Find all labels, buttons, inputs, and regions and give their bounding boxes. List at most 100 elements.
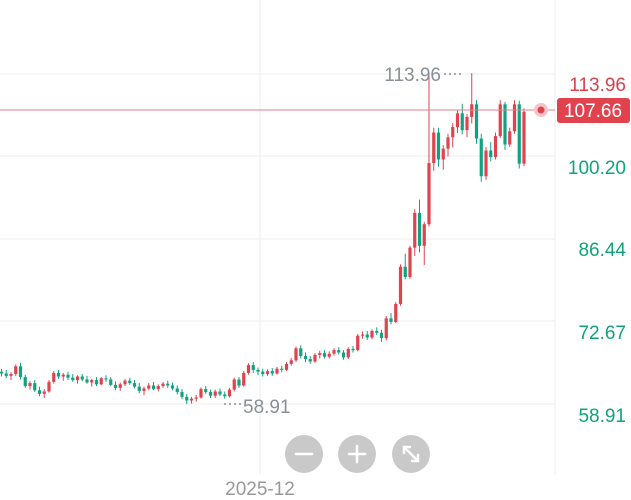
- candle: [356, 333, 360, 352]
- candle: [398, 264, 403, 306]
- y-tick-label: 72.67: [578, 323, 626, 344]
- candle: [204, 386, 208, 394]
- candle: [185, 393, 189, 404]
- candle: [455, 109, 460, 134]
- candle: [403, 253, 407, 280]
- y-tick-label: 86.44: [578, 240, 626, 261]
- candle: [265, 369, 270, 376]
- candle: [493, 132, 498, 160]
- candle: [37, 386, 42, 397]
- candle: [147, 383, 151, 391]
- candle: [303, 352, 308, 363]
- candle: [175, 385, 179, 395]
- candle: [408, 245, 412, 279]
- candle: [28, 381, 32, 390]
- candle: [522, 108, 526, 167]
- candle: [451, 122, 455, 148]
- candle: [375, 327, 379, 336]
- candle: [484, 146, 488, 180]
- candle: [189, 396, 194, 404]
- candle: [33, 380, 37, 393]
- candle: [299, 345, 303, 359]
- candle: [218, 388, 222, 397]
- y-tick-label: 113.96: [569, 75, 626, 96]
- candle: [61, 372, 65, 381]
- expand-arrows-icon: [402, 445, 420, 463]
- candle: [389, 312, 393, 325]
- candle: [47, 380, 51, 393]
- candle: [322, 350, 327, 359]
- y-tick-label: 58.91: [578, 406, 626, 427]
- candle: [71, 374, 75, 382]
- candle: [337, 347, 341, 355]
- candle: [313, 353, 317, 363]
- candle: [94, 377, 99, 387]
- candle: [242, 371, 246, 387]
- zoom-out-button[interactable]: [285, 435, 323, 473]
- candle: [14, 364, 18, 376]
- candle: [161, 381, 165, 388]
- current-price-pill: [557, 98, 630, 123]
- candle: [470, 73, 474, 124]
- candle: [441, 145, 445, 170]
- current-price-label: 107.66: [564, 101, 622, 122]
- current-price-dot: [537, 106, 545, 114]
- candle: [289, 357, 293, 366]
- candle: [213, 389, 217, 399]
- candle: [251, 362, 255, 373]
- candle: [99, 377, 103, 386]
- candle: [113, 381, 118, 391]
- plus-icon: [347, 444, 367, 464]
- candle: [365, 330, 369, 340]
- candle: [512, 100, 517, 134]
- candle: [417, 199, 422, 253]
- y-tick-label: 100.20: [568, 158, 626, 179]
- candle: [118, 382, 122, 391]
- candle: [327, 351, 331, 359]
- candle: [90, 378, 94, 387]
- candle: [9, 372, 13, 381]
- candle: [156, 384, 160, 392]
- candle: [413, 209, 417, 256]
- candle: [508, 127, 512, 147]
- candle: [460, 103, 464, 135]
- candle: [18, 362, 23, 380]
- candle: [432, 127, 436, 171]
- candle: [351, 345, 355, 353]
- zoom-in-button[interactable]: [338, 435, 376, 473]
- candle: [446, 133, 450, 157]
- candle: [479, 133, 483, 182]
- candle: [52, 371, 56, 384]
- candle: [237, 377, 241, 388]
- candle: [104, 375, 108, 382]
- candle: [194, 395, 198, 402]
- candle: [394, 302, 398, 324]
- candle: [427, 74, 431, 227]
- candle: [370, 329, 374, 340]
- candle: [246, 363, 251, 375]
- candle: [379, 329, 384, 342]
- candle: [318, 350, 322, 359]
- candle: [142, 386, 146, 396]
- candle: [80, 374, 84, 382]
- fullscreen-button[interactable]: [392, 435, 430, 473]
- candle: [256, 367, 260, 376]
- candle: [280, 365, 284, 373]
- candle: [498, 100, 502, 138]
- candle: [199, 387, 203, 399]
- candle: [270, 368, 274, 376]
- candle: [261, 368, 265, 377]
- candle: [0, 368, 4, 377]
- high-price-annotation: 113.96: [384, 65, 441, 86]
- candle: [128, 377, 132, 385]
- candle: [489, 142, 493, 162]
- candle: [66, 371, 70, 381]
- chart-grid: [0, 0, 556, 475]
- candle: [23, 374, 27, 388]
- candle: [294, 346, 298, 363]
- candle: [341, 350, 346, 360]
- candle: [308, 356, 312, 364]
- candle: [180, 389, 184, 400]
- candle: [223, 391, 227, 399]
